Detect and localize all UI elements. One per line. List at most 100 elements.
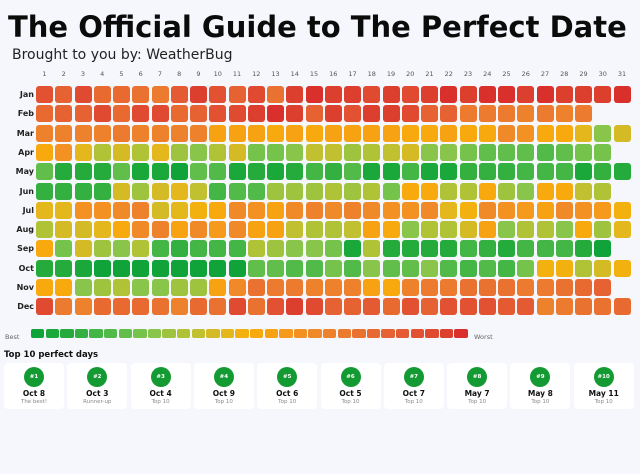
heatmap-cell[interactable]: [421, 201, 438, 219]
heatmap-cell[interactable]: [190, 105, 207, 123]
heatmap-cell[interactable]: [382, 221, 400, 239]
heatmap-cell[interactable]: [459, 143, 477, 161]
heatmap-cell[interactable]: [440, 221, 458, 239]
heatmap-cell[interactable]: [209, 298, 227, 316]
heatmap-cell[interactable]: [93, 143, 111, 161]
heatmap-cell[interactable]: [132, 298, 150, 316]
heatmap-cell[interactable]: [498, 163, 515, 181]
heatmap-cell[interactable]: [286, 298, 304, 316]
heatmap-cell[interactable]: [247, 298, 265, 316]
heatmap-cell[interactable]: [132, 105, 150, 123]
heatmap-cell[interactable]: [190, 221, 207, 239]
heatmap-cell[interactable]: [305, 86, 323, 103]
top-day-card[interactable]: #1 Oct 8 The best!: [4, 363, 64, 409]
heatmap-cell[interactable]: [286, 259, 304, 277]
heatmap-cell[interactable]: [613, 163, 631, 181]
heatmap-cell[interactable]: [594, 298, 612, 316]
heatmap-cell[interactable]: [536, 201, 554, 219]
heatmap-cell[interactable]: [74, 240, 92, 258]
heatmap-cell[interactable]: [363, 279, 381, 296]
heatmap-cell[interactable]: [594, 221, 612, 239]
heatmap-cell[interactable]: [478, 221, 496, 239]
heatmap-cell[interactable]: [555, 163, 573, 181]
heatmap-cell[interactable]: [498, 143, 515, 161]
heatmap-cell[interactable]: [440, 298, 458, 316]
heatmap-cell[interactable]: [324, 221, 342, 239]
heatmap-cell[interactable]: [151, 124, 169, 142]
heatmap-cell[interactable]: [324, 86, 342, 103]
heatmap-cell[interactable]: [555, 182, 573, 200]
heatmap-cell[interactable]: [382, 163, 400, 181]
heatmap-cell[interactable]: [594, 182, 612, 200]
heatmap-cell[interactable]: [74, 163, 92, 181]
heatmap-cell[interactable]: [113, 105, 130, 123]
heatmap-cell[interactable]: [421, 105, 438, 123]
heatmap-cell[interactable]: [113, 143, 130, 161]
heatmap-cell[interactable]: [459, 124, 477, 142]
heatmap-cell[interactable]: [132, 201, 150, 219]
heatmap-cell[interactable]: [382, 201, 400, 219]
heatmap-cell[interactable]: [594, 143, 612, 161]
heatmap-cell[interactable]: [498, 240, 515, 258]
heatmap-cell[interactable]: [113, 240, 130, 258]
heatmap-cell[interactable]: [305, 279, 323, 296]
heatmap-cell[interactable]: [132, 182, 150, 200]
heatmap-cell[interactable]: [440, 240, 458, 258]
heatmap-cell[interactable]: [190, 182, 207, 200]
heatmap-cell[interactable]: [209, 163, 227, 181]
heatmap-cell[interactable]: [228, 182, 246, 200]
heatmap-cell[interactable]: [228, 163, 246, 181]
heatmap-cell[interactable]: [459, 221, 477, 239]
heatmap-cell[interactable]: [421, 259, 438, 277]
heatmap-cell[interactable]: [344, 163, 361, 181]
heatmap-cell[interactable]: [93, 86, 111, 103]
heatmap-cell[interactable]: [363, 124, 381, 142]
heatmap-cell[interactable]: [440, 279, 458, 296]
heatmap-cell[interactable]: [286, 221, 304, 239]
heatmap-cell[interactable]: [36, 105, 53, 123]
heatmap-cell[interactable]: [517, 182, 535, 200]
heatmap-cell[interactable]: [555, 259, 573, 277]
heatmap-cell[interactable]: [344, 124, 361, 142]
heatmap-cell[interactable]: [440, 182, 458, 200]
heatmap-cell[interactable]: [344, 221, 361, 239]
heatmap-cell[interactable]: [267, 163, 284, 181]
heatmap-cell[interactable]: [170, 201, 188, 219]
heatmap-cell[interactable]: [113, 182, 130, 200]
heatmap-cell[interactable]: [498, 221, 515, 239]
heatmap-cell[interactable]: [363, 105, 381, 123]
heatmap-cell[interactable]: [594, 124, 612, 142]
heatmap-cell[interactable]: [613, 124, 631, 142]
heatmap-cell[interactable]: [267, 201, 284, 219]
heatmap-cell[interactable]: [324, 105, 342, 123]
heatmap-cell[interactable]: [113, 298, 130, 316]
heatmap-cell[interactable]: [209, 221, 227, 239]
heatmap-cell[interactable]: [228, 86, 246, 103]
heatmap-cell[interactable]: [190, 259, 207, 277]
heatmap-cell[interactable]: [478, 182, 496, 200]
heatmap-cell[interactable]: [113, 124, 130, 142]
heatmap-cell[interactable]: [74, 259, 92, 277]
heatmap-cell[interactable]: [459, 201, 477, 219]
heatmap-cell[interactable]: [209, 105, 227, 123]
heatmap-cell[interactable]: [132, 143, 150, 161]
heatmap-cell[interactable]: [536, 124, 554, 142]
heatmap-cell[interactable]: [478, 124, 496, 142]
heatmap-cell[interactable]: [459, 105, 477, 123]
heatmap-cell[interactable]: [286, 124, 304, 142]
heatmap-cell[interactable]: [536, 105, 554, 123]
top-day-card[interactable]: #8 May 7 Top 10: [447, 363, 508, 409]
heatmap-cell[interactable]: [36, 279, 53, 296]
heatmap-cell[interactable]: [575, 163, 592, 181]
heatmap-cell[interactable]: [459, 240, 477, 258]
heatmap-cell[interactable]: [344, 105, 361, 123]
heatmap-cell[interactable]: [247, 279, 265, 296]
heatmap-cell[interactable]: [459, 86, 477, 103]
heatmap-cell[interactable]: [382, 143, 400, 161]
heatmap-cell[interactable]: [536, 143, 554, 161]
heatmap-cell[interactable]: [228, 221, 246, 239]
heatmap-cell[interactable]: [36, 124, 53, 142]
heatmap-cell[interactable]: [498, 182, 515, 200]
heatmap-cell[interactable]: [421, 221, 438, 239]
heatmap-cell[interactable]: [36, 86, 53, 103]
